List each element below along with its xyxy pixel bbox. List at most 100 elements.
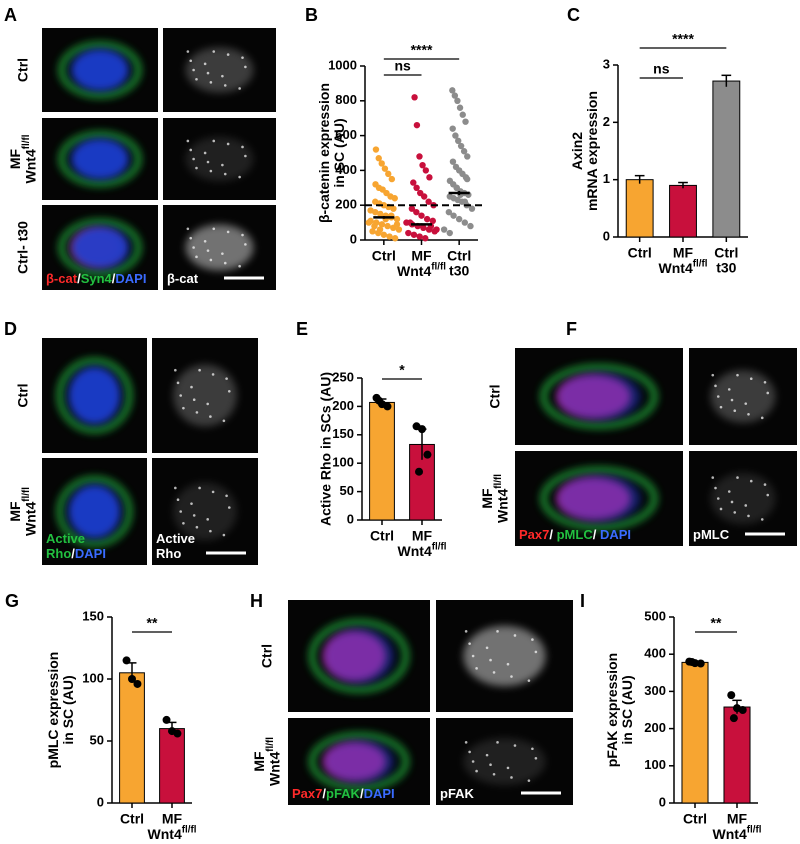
signal	[463, 738, 546, 785]
speckle	[730, 500, 734, 504]
speckle	[198, 368, 201, 372]
speckle	[203, 151, 207, 155]
data-point	[729, 714, 738, 723]
data-point	[467, 222, 474, 230]
speckle	[711, 373, 715, 377]
speckle	[189, 59, 193, 63]
speckle	[534, 650, 538, 654]
stain-legend-part: pFAK	[440, 786, 475, 801]
speckle	[227, 389, 231, 393]
x-tick-label-sup: fl/fl	[431, 261, 446, 272]
speckle	[206, 160, 210, 164]
speckle	[471, 760, 475, 763]
data-point	[393, 221, 401, 228]
row-label-group: MF Wnt4fl/fl	[251, 737, 282, 786]
speckle	[513, 744, 517, 747]
speckle	[225, 377, 228, 380]
cell-green	[58, 130, 142, 188]
speckle	[195, 411, 199, 414]
row-label-base: Wnt4	[494, 489, 510, 523]
nucleus	[323, 739, 395, 784]
row-label: MF	[7, 148, 23, 169]
data-point	[450, 212, 457, 219]
data-point	[413, 121, 421, 129]
speckle	[190, 385, 193, 389]
speckle	[222, 533, 226, 537]
speckle	[226, 230, 230, 234]
speckle	[489, 763, 492, 766]
speckle	[212, 139, 216, 143]
speckle	[489, 658, 492, 662]
speckle	[747, 514, 750, 518]
nucleus	[71, 138, 129, 180]
significance-label: ns	[394, 58, 411, 74]
data-point	[422, 235, 429, 242]
speckle	[238, 87, 241, 90]
x-tick-label: MF	[162, 811, 183, 827]
speckle	[496, 741, 499, 744]
speckle	[244, 243, 247, 246]
nucleus	[68, 366, 121, 425]
stain-legend: β-cat/Syn4/DAPI	[46, 271, 146, 286]
speckle	[736, 476, 739, 479]
x-tick-label-sup: fl/fl	[432, 541, 447, 552]
cell-green	[308, 731, 410, 792]
speckle	[211, 490, 215, 494]
y-axis-label: Active Rho in SCs (AU)	[318, 372, 334, 526]
row-label-group: MF Wnt4fl/fl	[7, 134, 38, 183]
row-label-sup: fl/fl	[264, 737, 275, 752]
stain-legend: Active	[46, 531, 85, 546]
significance-label: *	[399, 362, 405, 378]
speckle	[510, 776, 513, 779]
data-point	[376, 226, 384, 233]
y-tick-label: 0	[659, 794, 666, 809]
speckle	[195, 525, 199, 529]
speckle	[727, 388, 731, 391]
nucleus	[557, 474, 641, 523]
speckle	[195, 77, 198, 81]
speckle	[730, 398, 734, 402]
row-label-group: Ctrl	[259, 644, 275, 668]
row-label-sup: fl/fl	[20, 134, 31, 149]
data-point	[372, 146, 380, 153]
data-point	[122, 656, 131, 665]
data-point	[415, 467, 424, 476]
y-tick-label: 200	[644, 720, 666, 735]
cell-green	[56, 475, 133, 548]
x-tick-label: MF	[411, 248, 432, 264]
y-tick-label: 0	[603, 228, 610, 243]
stain-legend-part: /	[77, 271, 81, 286]
y-tick-label: 250	[332, 369, 354, 384]
speckle	[727, 490, 731, 493]
speckle	[763, 483, 767, 486]
speckle	[192, 514, 196, 517]
speckle	[211, 373, 215, 376]
row-label: Wnt4fl/fl	[492, 474, 510, 523]
bar	[712, 80, 741, 238]
x-tick-label: MF	[412, 528, 433, 544]
stain-legend-part: pMLC	[693, 527, 730, 542]
speckle	[192, 68, 195, 72]
y-label-group: β-catenin expression in SC (AU)	[316, 83, 347, 223]
speckle	[766, 493, 770, 497]
data-point	[445, 208, 453, 216]
data-point	[418, 212, 425, 219]
data-point	[425, 198, 432, 205]
speckle	[238, 264, 241, 268]
data-point	[383, 402, 392, 411]
speckle	[492, 772, 496, 776]
data-point	[378, 221, 386, 228]
data-point	[388, 175, 396, 183]
cell-green	[308, 618, 410, 694]
x-tick-label: Ctrl	[120, 811, 144, 827]
y-tick-label: 500	[644, 608, 666, 623]
data-point	[410, 231, 418, 238]
data-point	[369, 228, 376, 235]
stain-legend: Rho	[156, 546, 181, 561]
stain-legend: Pax7/ pMLC/ DAPI	[519, 527, 631, 542]
stain-legend: β-cat	[167, 271, 199, 286]
row-label: Wnt4fl/fl	[20, 487, 38, 536]
data-point	[420, 224, 427, 232]
x-tick-label: MF	[727, 811, 748, 827]
